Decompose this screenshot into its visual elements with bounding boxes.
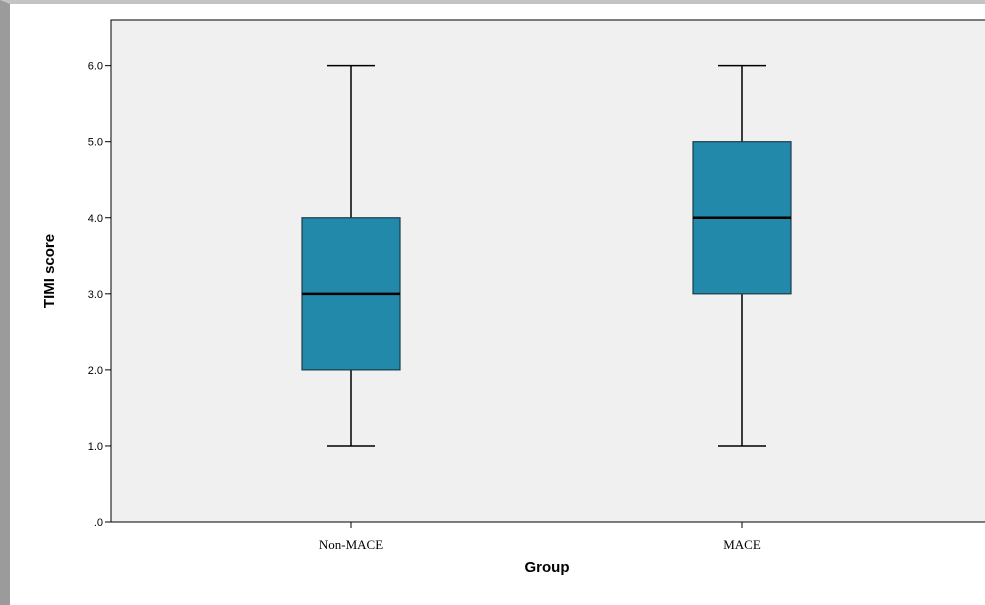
- y-tick-label: .0: [94, 517, 103, 529]
- x-tick-label: Non-MACE: [319, 537, 383, 552]
- y-axis: .0 1.0 2.0 3.0 4.0 5.0 6.0: [88, 61, 111, 529]
- y-axis-title: TIMI score: [41, 234, 58, 308]
- x-tick-label: MACE: [723, 537, 761, 552]
- boxes-group: [301, 64, 792, 447]
- y-tick-label: 6.0: [88, 61, 103, 73]
- y-tick-label: 2.0: [88, 365, 103, 377]
- x-axis-title: Group: [525, 559, 570, 576]
- x-axis: Non-MACE MACE: [319, 522, 761, 552]
- y-tick-label: 1.0: [88, 441, 103, 453]
- box-mace: [692, 64, 792, 447]
- y-tick-label: 3.0: [88, 289, 103, 301]
- y-tick-label: 4.0: [88, 213, 103, 225]
- y-tick-label: 5.0: [88, 137, 103, 149]
- box-non-mace: [301, 64, 401, 447]
- plot-area: [110, 19, 985, 523]
